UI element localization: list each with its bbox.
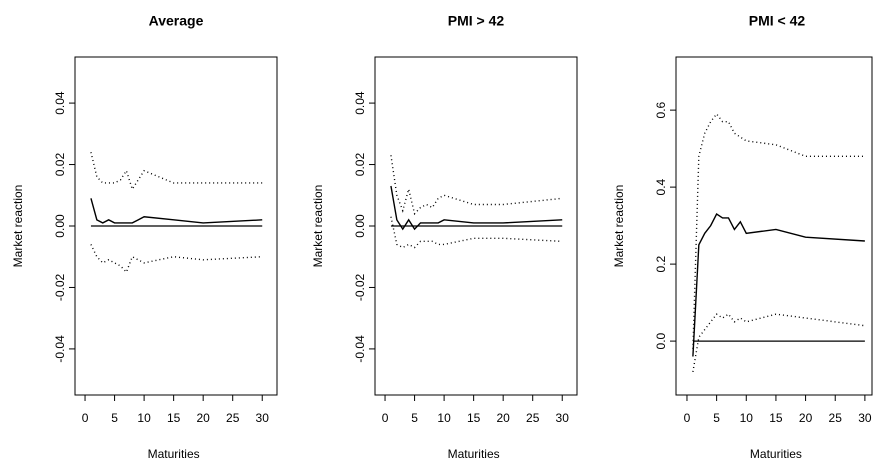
plot-box — [675, 56, 873, 396]
y-tick-label: -0.04 — [353, 335, 367, 363]
y-tick-label: -0.04 — [53, 335, 67, 363]
y-axis-label: Market reaction — [311, 185, 325, 268]
x-tick-label: 20 — [799, 411, 813, 425]
confidence-line — [692, 112, 865, 349]
x-tick-label: 30 — [858, 411, 872, 425]
x-tick-label: 10 — [437, 411, 451, 425]
y-tick-label: -0.02 — [353, 273, 367, 301]
y-tick-label: 0.02 — [353, 153, 367, 177]
y-tick-label: 0.2 — [654, 255, 668, 272]
mean-line — [90, 198, 263, 224]
x-tick-label: 5 — [111, 411, 118, 425]
x-axis-label: Maturities — [750, 447, 802, 461]
x-tick-label: 25 — [526, 411, 540, 425]
y-tick-label: 0.02 — [53, 153, 67, 177]
panel-title: Average — [149, 13, 204, 29]
x-tick-label: 20 — [496, 411, 510, 425]
x-tick-label: 15 — [467, 411, 481, 425]
y-axis-label: Market reaction — [612, 185, 626, 268]
y-tick-label: 0.0 — [654, 332, 668, 349]
y-tick-label: -0.02 — [53, 273, 67, 301]
x-tick-label: 0 — [684, 411, 691, 425]
y-tick-label: 0.00 — [53, 214, 67, 238]
y-tick-label: 0.04 — [353, 91, 367, 115]
x-tick-label: 15 — [769, 411, 783, 425]
mean-line — [692, 213, 865, 357]
x-tick-label: 30 — [556, 411, 570, 425]
y-tick-label: 0.00 — [353, 214, 367, 238]
confidence-line — [692, 313, 865, 373]
x-tick-label: 25 — [829, 411, 843, 425]
x-tick-label: 5 — [411, 411, 418, 425]
mean-line — [390, 185, 563, 231]
x-tick-label: 25 — [226, 411, 240, 425]
x-tick-label: 0 — [382, 411, 389, 425]
x-tick-label: 30 — [256, 411, 270, 425]
x-tick-label: 20 — [196, 411, 210, 425]
x-axis-label: Maturities — [148, 447, 200, 461]
confidence-line — [390, 155, 563, 216]
panel-title: PMI < 42 — [749, 13, 806, 29]
x-tick-label: 10 — [137, 411, 151, 425]
y-tick-label: 0.04 — [53, 91, 67, 115]
x-tick-label: 15 — [167, 411, 181, 425]
confidence-line — [90, 244, 263, 274]
confidence-line — [90, 152, 263, 191]
y-tick-label: 0.4 — [654, 178, 668, 195]
x-tick-label: 0 — [82, 411, 89, 425]
y-axis-label: Market reaction — [11, 185, 25, 268]
x-tick-label: 10 — [740, 411, 754, 425]
y-tick-label: 0.6 — [654, 101, 668, 118]
x-axis-label: Maturities — [448, 447, 500, 461]
x-tick-label: 5 — [713, 411, 720, 425]
panel-title: PMI > 42 — [448, 13, 505, 29]
